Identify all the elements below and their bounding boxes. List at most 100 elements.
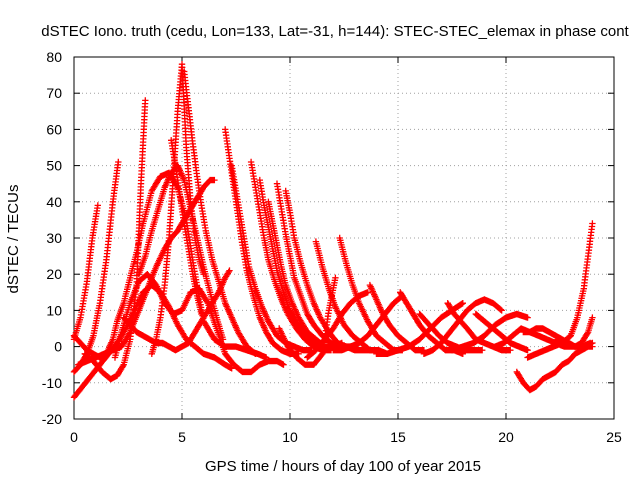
data-point	[505, 316, 507, 319]
data-point	[427, 334, 430, 337]
data-point	[526, 316, 529, 319]
data-point	[306, 284, 309, 286]
data-point	[520, 327, 522, 330]
data-point	[274, 280, 276, 283]
data-point	[535, 385, 538, 388]
data-point	[194, 331, 196, 333]
data-point	[114, 356, 116, 359]
data-point	[438, 334, 440, 337]
data-point	[284, 284, 287, 286]
x-axis-label: GPS time / hours of day 100 of year 2015	[205, 458, 481, 475]
data-point	[284, 233, 287, 236]
data-point	[144, 255, 147, 257]
data-point	[129, 324, 131, 326]
series-11	[181, 68, 259, 357]
data-series	[70, 61, 596, 401]
series-32	[472, 310, 531, 354]
x-tick-label: 5	[178, 429, 186, 445]
data-point	[297, 316, 300, 319]
data-point	[382, 313, 384, 315]
data-point	[341, 349, 343, 352]
data-point	[79, 316, 82, 319]
data-point	[494, 324, 497, 326]
data-point	[459, 320, 462, 323]
data-point	[351, 334, 354, 337]
y-tick-label: 70	[46, 85, 62, 101]
data-point	[261, 305, 263, 308]
data-point	[474, 302, 477, 304]
y-tick-label: 80	[46, 49, 62, 65]
data-point	[591, 342, 594, 344]
data-point	[81, 385, 84, 388]
data-point	[179, 193, 181, 196]
data-point	[73, 371, 75, 373]
data-point	[109, 378, 112, 380]
data-point	[280, 298, 283, 301]
data-point	[375, 324, 378, 326]
data-point	[92, 353, 95, 355]
data-point	[230, 367, 233, 370]
series-8	[120, 267, 233, 354]
data-point	[528, 389, 531, 391]
data-point	[94, 356, 97, 359]
data-point	[267, 258, 270, 261]
data-point	[181, 345, 183, 348]
data-point	[561, 363, 563, 366]
data-point	[541, 327, 544, 330]
data-point	[170, 172, 172, 174]
data-point	[86, 280, 88, 283]
data-point	[73, 334, 75, 337]
data-point	[183, 70, 185, 73]
data-point	[297, 324, 300, 326]
data-point	[254, 287, 257, 290]
data-point	[148, 338, 151, 341]
data-point	[293, 345, 296, 348]
data-point	[511, 334, 514, 337]
data-point	[246, 345, 248, 348]
data-point	[224, 277, 226, 279]
data-point	[112, 338, 114, 341]
data-point	[204, 229, 207, 232]
data-point	[334, 305, 337, 308]
data-point	[528, 331, 531, 333]
data-point	[287, 313, 289, 315]
data-point	[267, 320, 270, 323]
data-point	[328, 309, 330, 312]
data-point	[483, 320, 486, 323]
data-point	[315, 338, 317, 341]
data-point	[103, 353, 106, 355]
data-point	[200, 204, 203, 207]
data-point	[276, 182, 278, 185]
series-12	[168, 137, 205, 318]
data-point	[293, 237, 296, 239]
data-point	[446, 342, 449, 344]
data-point	[464, 349, 466, 352]
data-point	[516, 313, 518, 315]
data-point	[462, 302, 464, 304]
y-tick-label: 40	[46, 194, 62, 210]
data-point	[345, 262, 347, 265]
data-point	[408, 345, 410, 348]
data-point	[537, 334, 540, 337]
data-point	[157, 208, 160, 210]
data-point	[271, 248, 274, 250]
data-point	[215, 316, 218, 319]
data-point	[375, 353, 378, 355]
data-point	[276, 269, 278, 272]
data-point	[224, 363, 226, 366]
data-point	[451, 349, 453, 352]
series-22	[304, 289, 371, 361]
data-point	[250, 161, 252, 163]
data-point	[228, 269, 231, 272]
data-point	[267, 360, 270, 362]
data-point	[580, 342, 583, 344]
data-point	[239, 215, 242, 218]
data-point	[224, 353, 226, 355]
data-point	[150, 190, 153, 192]
data-point	[189, 208, 192, 210]
data-point	[312, 345, 315, 348]
data-point	[222, 338, 224, 341]
data-point	[425, 320, 427, 323]
data-point	[563, 345, 566, 348]
data-point	[161, 342, 164, 344]
